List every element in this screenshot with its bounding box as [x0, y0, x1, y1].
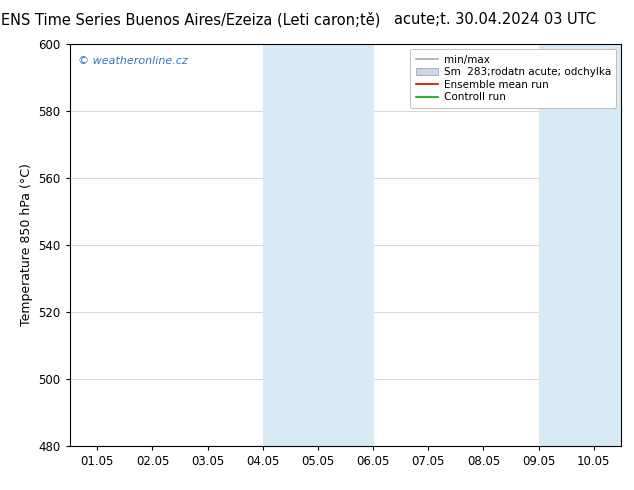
Text: © weatheronline.cz: © weatheronline.cz	[78, 56, 188, 66]
Bar	[538, 44, 621, 446]
Text: acute;t. 30.04.2024 03 UTC: acute;t. 30.04.2024 03 UTC	[394, 12, 595, 27]
Legend: min/max, Sm  283;rodatn acute; odchylka, Ensemble mean run, Controll run: min/max, Sm 283;rodatn acute; odchylka, …	[410, 49, 616, 107]
Bar	[262, 44, 373, 446]
Text: ENS Time Series Buenos Aires/Ezeiza (Leti caron;tě): ENS Time Series Buenos Aires/Ezeiza (Let…	[1, 12, 380, 28]
Y-axis label: Temperature 850 hPa (°C): Temperature 850 hPa (°C)	[20, 164, 33, 326]
